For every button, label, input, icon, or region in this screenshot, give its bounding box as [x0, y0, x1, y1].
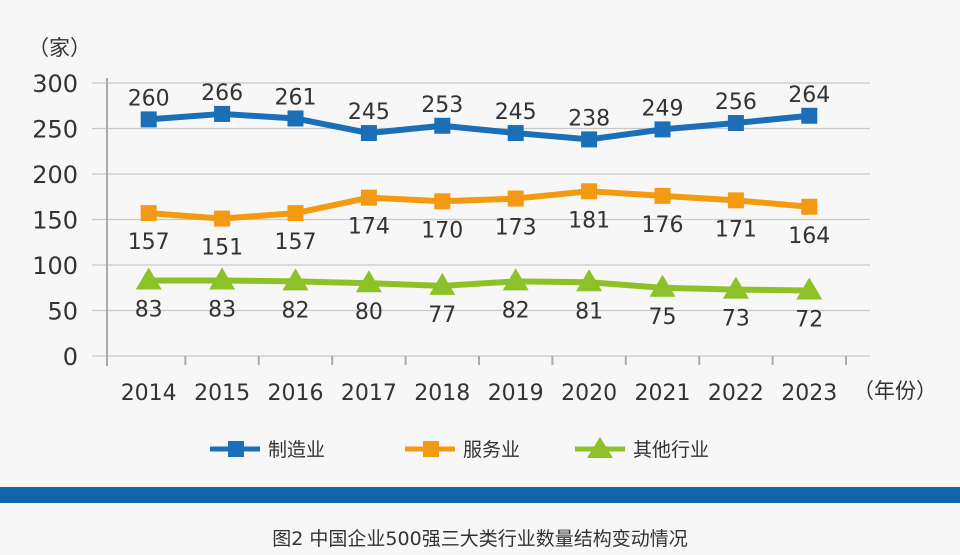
data-label: 82 [502, 298, 530, 323]
x-tick-label: 2019 [488, 381, 544, 406]
data-label: 80 [355, 300, 383, 325]
data-label: 157 [275, 230, 317, 255]
x-axis-label: （年份） [853, 379, 937, 403]
legend-marker [228, 441, 244, 457]
legend-label: 其他行业 [633, 439, 709, 461]
y-tick-label: 200 [32, 161, 78, 189]
data-point [722, 276, 749, 299]
data-label: 82 [282, 298, 310, 323]
data-point [434, 193, 451, 210]
series-line [148, 110, 810, 143]
data-label: 249 [642, 96, 684, 121]
figure-caption: 图2 中国企业500强三大类行业数量结构变动情况 [272, 528, 688, 550]
data-label: 181 [568, 208, 610, 233]
data-label: 164 [788, 224, 830, 249]
data-point [434, 117, 451, 134]
data-label: 81 [575, 299, 603, 324]
data-label: 75 [649, 305, 677, 330]
x-tick-label: 2023 [781, 381, 837, 406]
y-tick-label: 300 [32, 70, 78, 98]
data-point [287, 205, 304, 222]
data-point [654, 121, 671, 138]
series-line [148, 277, 810, 294]
data-label: 83 [135, 297, 163, 322]
data-point [429, 272, 456, 295]
data-label: 261 [275, 85, 317, 110]
data-label: 77 [428, 303, 456, 328]
data-point [282, 268, 309, 291]
data-label: 83 [208, 297, 236, 322]
data-point [360, 125, 377, 142]
data-point [654, 187, 671, 204]
data-point [507, 190, 524, 207]
x-tick-label: 2020 [561, 381, 617, 406]
data-point [360, 189, 377, 206]
data-point [140, 111, 157, 128]
data-label: 174 [348, 215, 390, 240]
data-point [801, 107, 818, 124]
data-point [576, 269, 603, 292]
data-label: 253 [421, 93, 463, 118]
data-point [209, 267, 236, 290]
data-label: 238 [568, 106, 610, 131]
data-label: 151 [201, 236, 243, 261]
x-tick-label: 2018 [414, 381, 470, 406]
x-tick-label: 2014 [121, 381, 177, 406]
data-label: 245 [348, 100, 390, 125]
data-label: 173 [495, 216, 537, 241]
data-label: 266 [201, 81, 243, 106]
data-point [727, 192, 744, 209]
data-point [135, 267, 162, 290]
x-tick-label: 2016 [268, 381, 324, 406]
legend-label: 制造业 [268, 439, 325, 461]
x-tick-label: 2017 [341, 381, 397, 406]
x-tick-label: 2015 [194, 381, 250, 406]
data-point [649, 274, 676, 297]
data-point [801, 198, 818, 215]
data-point [796, 277, 823, 300]
data-point [507, 125, 524, 142]
y-tick-label: 0 [63, 343, 78, 371]
data-point [581, 183, 598, 200]
data-label: 171 [715, 217, 757, 242]
data-label: 170 [421, 218, 463, 243]
legend-marker [587, 437, 613, 458]
y-tick-label: 50 [47, 298, 78, 326]
data-label: 157 [128, 230, 170, 255]
y-tick-label: 150 [32, 207, 78, 235]
data-label: 260 [128, 86, 170, 111]
data-point [581, 131, 598, 148]
data-point [502, 268, 529, 291]
data-point [214, 210, 231, 227]
y-tick-label: 100 [32, 252, 78, 280]
x-tick-label: 2022 [708, 381, 764, 406]
data-label: 73 [722, 307, 750, 332]
data-label: 245 [495, 100, 537, 125]
series-line [148, 188, 810, 222]
decorative-band [0, 487, 960, 503]
legend-label: 服务业 [463, 439, 520, 461]
data-point [287, 110, 304, 127]
data-point [355, 270, 382, 293]
data-label: 72 [795, 307, 823, 332]
data-point [727, 115, 744, 132]
y-axis-label: （家） [28, 36, 91, 60]
data-label: 264 [788, 83, 830, 108]
x-tick-label: 2021 [635, 381, 691, 406]
data-label: 256 [715, 90, 757, 115]
data-point [140, 205, 157, 222]
data-label: 176 [642, 213, 684, 238]
data-point [214, 105, 231, 122]
legend-marker [423, 441, 439, 457]
y-tick-label: 250 [32, 116, 78, 144]
line-chart: （家） （年份） 0 50 100 150 200 250 300 2014 2015 2016 2… [28, 36, 937, 461]
